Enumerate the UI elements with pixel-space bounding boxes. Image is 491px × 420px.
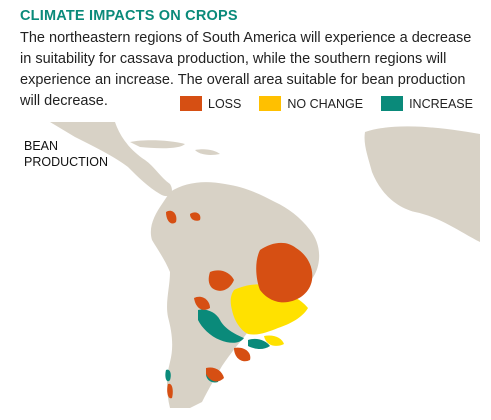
legend-label-increase: INCREASE <box>409 96 473 111</box>
increase-region <box>165 369 171 382</box>
legend: LOSS NO CHANGE INCREASE <box>180 96 483 111</box>
cuba-landmass <box>130 140 185 149</box>
map-label: BEAN PRODUCTION <box>24 138 108 170</box>
page-title: CLIMATE IMPACTS ON CROPS <box>20 8 238 24</box>
loss-region <box>167 383 173 399</box>
central-america-landmass <box>50 122 172 197</box>
description-text: The northeastern regions of South Americ… <box>20 30 472 109</box>
loss-region <box>234 347 251 362</box>
map-label-line1: BEAN <box>24 139 59 153</box>
no-change-region <box>264 335 284 346</box>
legend-swatch-no-change <box>259 96 282 111</box>
legend-swatch-increase <box>381 96 404 111</box>
loss-region <box>166 210 177 224</box>
legend-item-loss: LOSS <box>180 96 241 111</box>
legend-item-no-change: NO CHANGE <box>259 96 363 111</box>
map-label-line2: PRODUCTION <box>24 155 109 169</box>
loss-region <box>208 270 234 291</box>
loss-region <box>206 367 224 382</box>
map <box>50 122 480 408</box>
header: CLIMATE IMPACTS ON CROPS The northeaster… <box>20 8 480 112</box>
increase-region <box>248 338 270 349</box>
legend-item-increase: INCREASE <box>381 96 473 111</box>
loss-region <box>194 296 210 310</box>
loss-region <box>190 212 201 221</box>
legend-swatch-loss <box>180 96 202 111</box>
africa-landmass <box>364 126 480 242</box>
loss-regions <box>166 210 313 399</box>
hispaniola-landmass <box>195 149 220 155</box>
loss-region <box>256 242 313 303</box>
legend-label-loss: LOSS <box>208 96 242 111</box>
legend-label-no-change: NO CHANGE <box>287 96 364 111</box>
increase-region <box>198 309 244 343</box>
